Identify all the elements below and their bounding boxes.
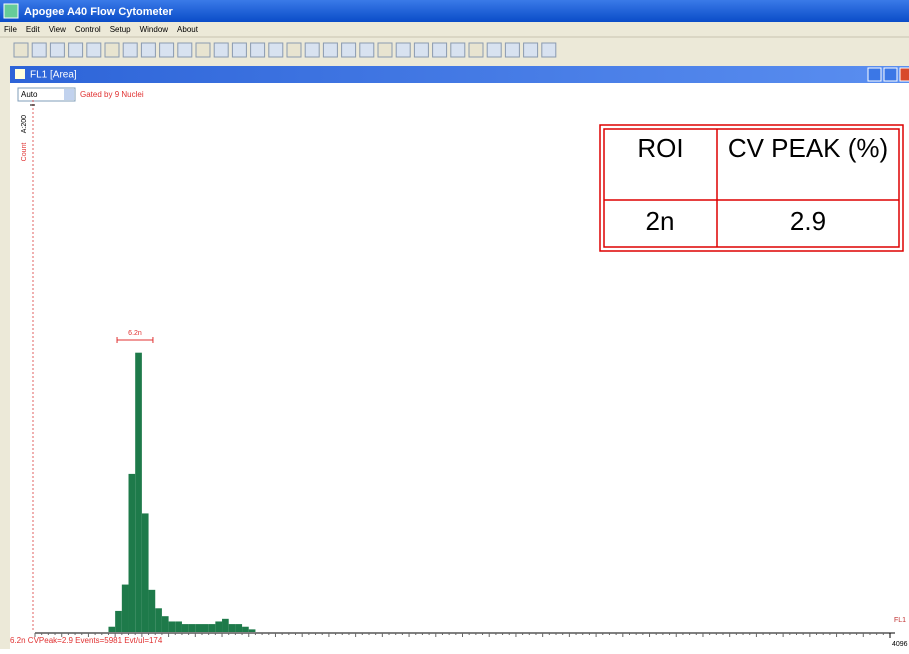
close-button[interactable] — [899, 67, 909, 82]
bar — [155, 608, 162, 632]
table-cell: 2n — [646, 206, 675, 236]
toolbar-button[interactable] — [213, 42, 229, 58]
result-table: ROI CV PEAK (%) 2n 2.9 — [599, 124, 904, 252]
toolbar-button[interactable] — [122, 42, 138, 58]
toolbar-button[interactable] — [377, 42, 393, 58]
menu-item[interactable]: File — [4, 25, 17, 34]
toolbar-button[interactable] — [268, 42, 284, 58]
toolbar-button[interactable] — [231, 42, 247, 58]
toolbar-button[interactable] — [468, 42, 484, 58]
child-icon — [15, 69, 25, 79]
bar — [128, 473, 136, 632]
bar — [242, 626, 249, 632]
dropdown-value: Auto — [21, 90, 38, 99]
bar — [248, 629, 256, 632]
bar — [121, 584, 129, 632]
toolbar-button[interactable] — [541, 42, 557, 58]
bar — [168, 621, 176, 632]
status-text: 6.2n CVPeak=2.9 Events=5981 Evt/ul=174 — [10, 636, 163, 645]
menu-item[interactable]: View — [49, 25, 66, 34]
toolbar-button[interactable] — [413, 42, 429, 58]
toolbar-button[interactable] — [359, 42, 375, 58]
x-axis-label: FL1 — [894, 617, 906, 624]
toolbar-button[interactable] — [104, 42, 120, 58]
menu-item[interactable]: Setup — [110, 25, 131, 34]
toolbar-button[interactable] — [31, 42, 47, 58]
menu-item[interactable]: Control — [75, 25, 101, 34]
bar — [215, 621, 223, 632]
bar — [141, 513, 149, 632]
toolbar-button[interactable] — [432, 42, 448, 58]
toolbar-button[interactable] — [523, 42, 539, 58]
bar — [175, 621, 182, 632]
toolbar — [0, 36, 909, 58]
region-label: 6.2n — [128, 330, 142, 337]
menu-bar: File Edit View Control Setup Window About — [4, 25, 199, 34]
bar — [235, 624, 243, 632]
toolbar-button[interactable] — [304, 42, 320, 58]
bar — [148, 589, 156, 632]
table-header-cell: CV PEAK (%) — [727, 133, 889, 163]
bar — [188, 624, 196, 632]
bar — [135, 352, 142, 632]
toolbar-button[interactable] — [159, 42, 175, 58]
header-text: ROI — [637, 133, 684, 163]
toolbar-button[interactable] — [341, 42, 357, 58]
child-title-bar — [10, 66, 909, 83]
header-text: CV PEAK (%) — [727, 133, 889, 163]
y-axis-label: Count — [21, 143, 28, 162]
toolbar-button[interactable] — [68, 42, 84, 58]
table-border — [599, 124, 904, 252]
gate-label: Gated by 9 Nuclei — [80, 90, 144, 99]
bar — [201, 624, 209, 632]
table-header-cell: ROI — [637, 133, 684, 163]
menu-item[interactable]: About — [177, 25, 199, 34]
histogram: A:200 Count 4096 FL1 6.2n — [21, 100, 908, 648]
restore-button[interactable] — [883, 67, 898, 82]
toolbar-button[interactable] — [13, 42, 29, 58]
dropdown[interactable] — [17, 87, 76, 102]
bar — [115, 610, 122, 632]
toolbar-button[interactable] — [140, 42, 156, 58]
bar — [181, 624, 189, 632]
toolbar-button[interactable] — [486, 42, 502, 58]
toolbar-button[interactable] — [450, 42, 466, 58]
bar — [161, 616, 169, 632]
menu-item[interactable]: Window — [140, 25, 169, 34]
x-tick-label: 4096 — [892, 641, 908, 648]
minimize-button[interactable] — [867, 67, 882, 82]
table-cell: 2.9 — [790, 206, 826, 236]
toolbar-button[interactable] — [504, 42, 520, 58]
menu-item[interactable]: Edit — [26, 25, 41, 34]
bar — [228, 624, 236, 632]
table-border — [603, 128, 900, 248]
title-bar — [0, 0, 909, 22]
toolbar-button[interactable] — [286, 42, 302, 58]
toolbar-button[interactable] — [322, 42, 338, 58]
bar — [208, 624, 216, 632]
bar — [195, 624, 202, 632]
app-icon — [3, 3, 19, 19]
toolbar-button[interactable] — [250, 42, 266, 58]
bar — [108, 626, 116, 632]
toolbar-button[interactable] — [86, 42, 102, 58]
toolbar-button[interactable] — [49, 42, 65, 58]
y-tick-label: A:200 — [21, 115, 28, 133]
bar — [222, 618, 229, 632]
toolbar-button[interactable] — [395, 42, 411, 58]
toolbar-button[interactable] — [177, 42, 193, 58]
dropdown-arrow[interactable] — [64, 89, 74, 100]
child-title: FL1 [Area] — [30, 70, 77, 81]
toolbar-button[interactable] — [195, 42, 211, 58]
window-title: Apogee A40 Flow Cytometer — [24, 6, 173, 18]
